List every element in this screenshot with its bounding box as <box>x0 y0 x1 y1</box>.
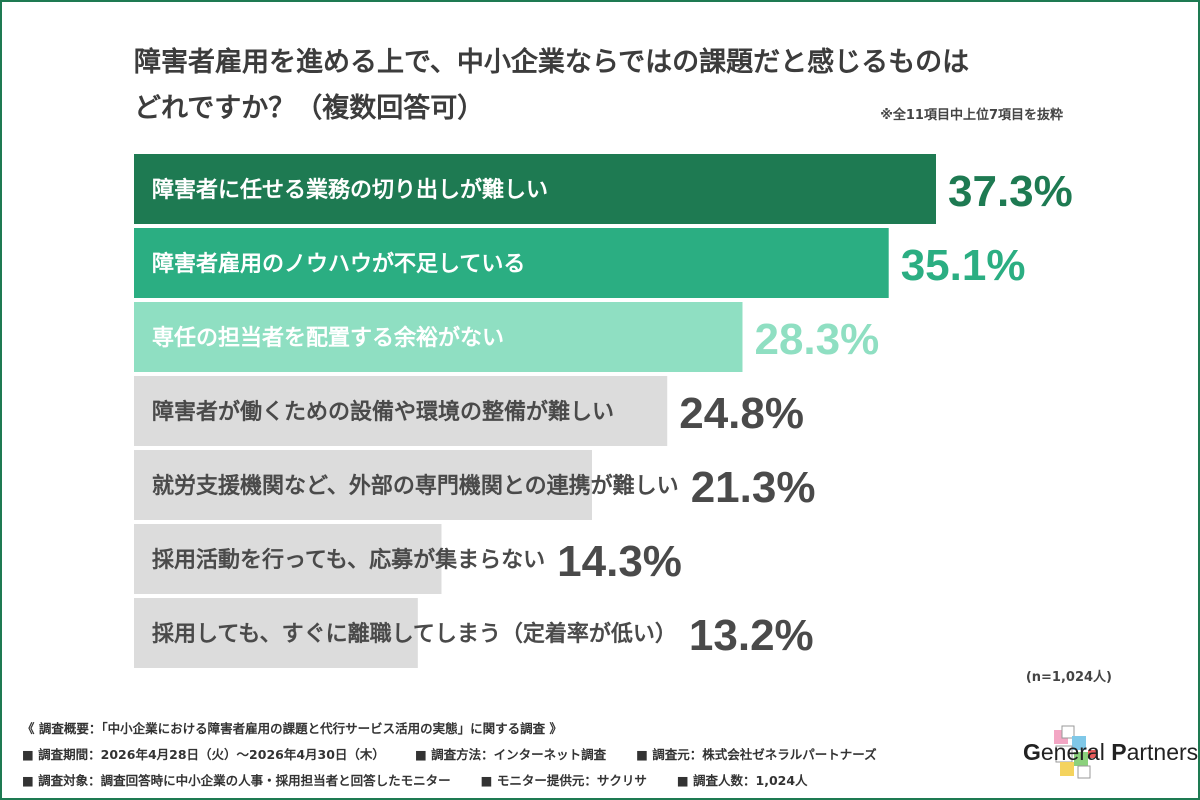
value-label-6: 14.3% <box>557 537 682 586</box>
footer-row-1: ■ 調査期間：2026年4月28日（火）〜2026年4月30日（木） ■ 調査方法… <box>22 742 877 768</box>
sample-size: (n=1,024人) <box>1025 670 1112 685</box>
bar-label-3: 専任の担当者を配置する余裕がない <box>152 325 504 351</box>
bar-7 <box>134 598 418 668</box>
footer-row-2: ■ 調査対象：調査回答時に中小企業の人事・採用担当者と回答したモニター ■ モニタ… <box>22 768 877 794</box>
footer-period: ■ 調査期間：2026年4月28日（火）〜2026年4月30日（木） <box>22 747 385 762</box>
bar-label-6: 採用活動を行っても、応募が集まらない <box>152 547 545 573</box>
bar-3 <box>134 302 743 372</box>
footer-count: ■ 調査人数：1,024人 <box>676 773 808 788</box>
bar-5 <box>134 450 592 520</box>
title-line-2: どれですか？（複数回答可） <box>134 93 485 124</box>
footer-provider: ■ モニター提供元：サクリサ <box>480 773 647 788</box>
survey-footer: 《 調査概要：「中小企業における障害者雇用の課題と代行サービス活用の実態」に関す… <box>22 716 877 794</box>
subnote: ※全11項目中上位7項目を抜粋 <box>880 108 1063 123</box>
value-label-3: 28.3% <box>754 315 879 364</box>
bar-label-2: 障害者雇用のノウハウが不足している <box>152 251 525 277</box>
chart-title: 障害者雇用を進める上で、中小企業ならではの課題だと感じるものは どれですか？（複… <box>134 40 1094 132</box>
bar-label-4: 障害者が働くための設備や環境の整備が難しい <box>152 399 614 425</box>
bar-2 <box>134 228 889 298</box>
bar-4 <box>134 376 668 446</box>
footer-source: ■ 調査元：株式会社ゼネラルパートナーズ <box>636 747 877 762</box>
value-label-2: 35.1% <box>901 241 1026 290</box>
colorful-cubes-logo-icon <box>1054 725 1096 779</box>
bar-label-1: 障害者に任せる業務の切り出しが難しい <box>152 177 548 203</box>
bar-6 <box>134 524 442 594</box>
bar-label-5: 就労支援機関など、外部の専門機関との連携が難しい <box>152 473 679 499</box>
bar-label-7: 採用しても、すぐに離職してしまう（定着率が低い） <box>152 621 677 647</box>
brand-name: General Partners <box>1023 739 1199 765</box>
footer-target: ■ 調査対象：調査回答時に中小企業の人事・採用担当者と回答したモニター <box>22 773 451 788</box>
value-label-5: 21.3% <box>691 463 816 512</box>
value-label-4: 24.8% <box>679 389 804 438</box>
title-line-1: 障害者雇用を進める上で、中小企業ならではの課題だと感じるものは <box>134 47 970 78</box>
value-label-1: 37.3% <box>948 167 1073 216</box>
value-label-7: 13.2% <box>689 611 814 660</box>
footer-method: ■ 調査方法：インターネット調査 <box>414 747 607 762</box>
bar-1 <box>134 154 936 224</box>
footer-heading: 《 調査概要：「中小企業における障害者雇用の課題と代行サービス活用の実態」に関す… <box>22 721 562 736</box>
